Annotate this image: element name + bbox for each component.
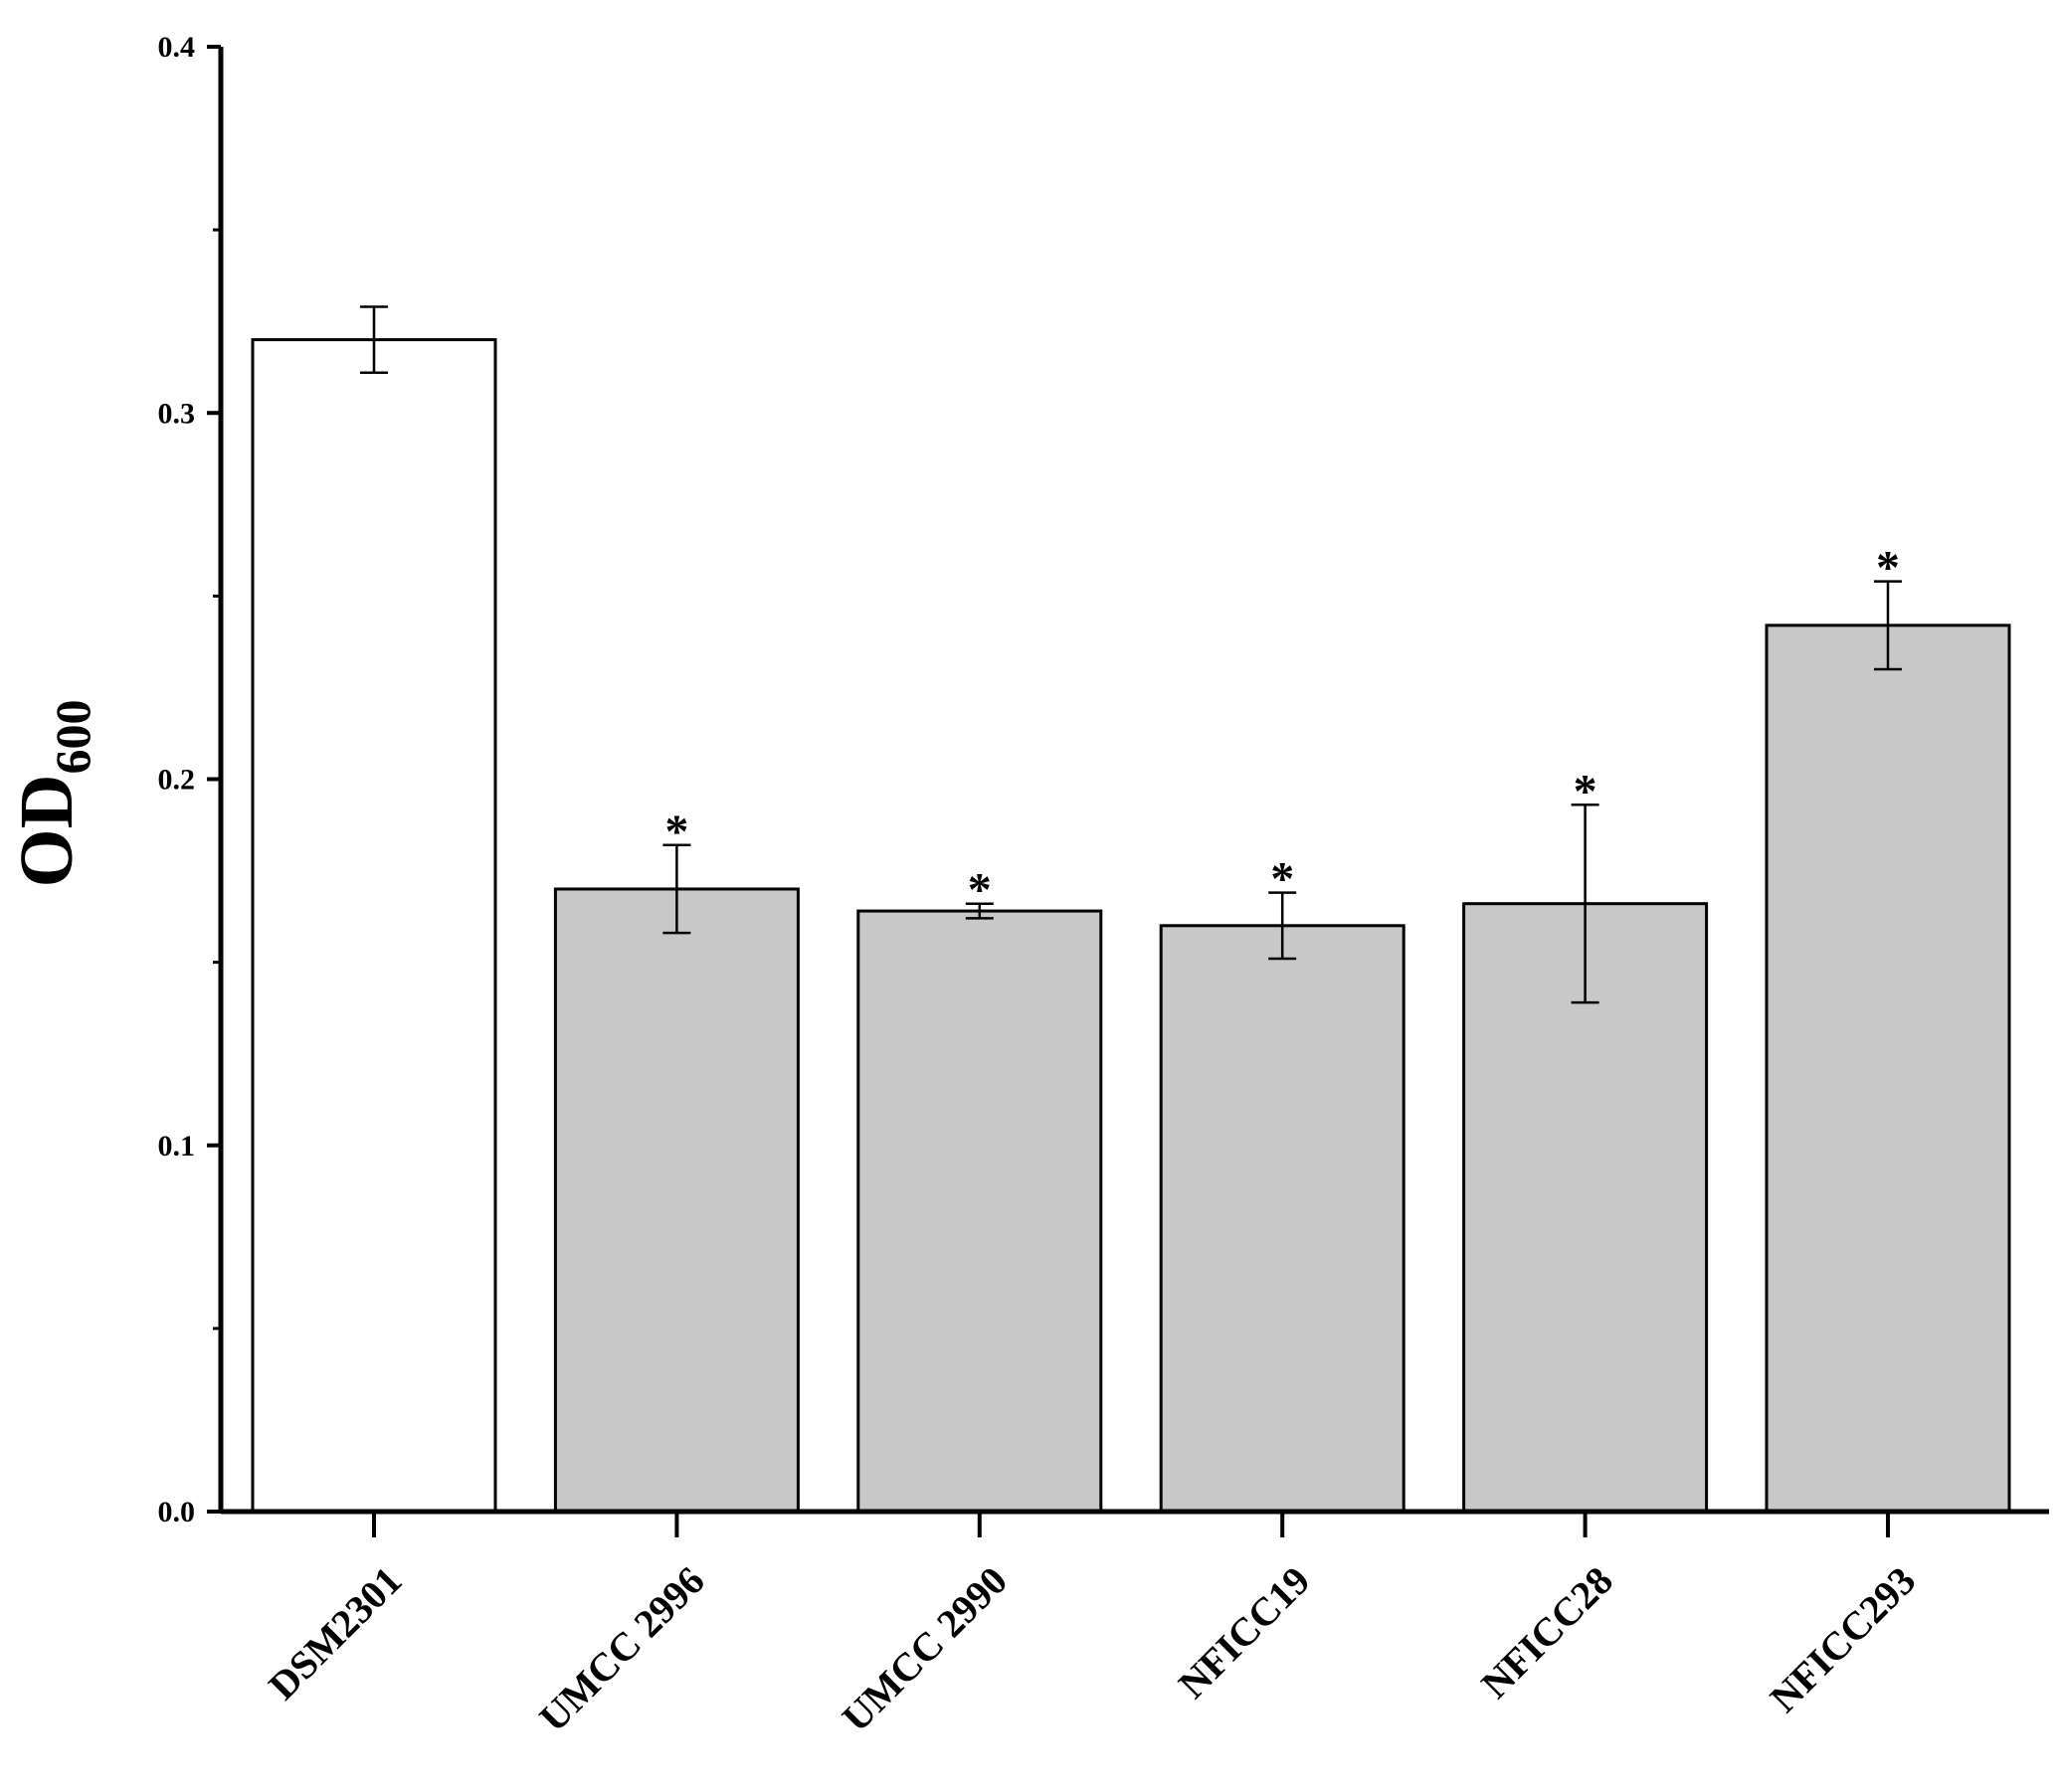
bar — [1462, 902, 1709, 1514]
y-axis-title-main: OD — [5, 775, 89, 888]
bar — [1765, 624, 2011, 1514]
error-bar — [1268, 891, 1297, 961]
y-tick-label: 0.0 — [158, 1496, 196, 1528]
significance-marker: * — [1876, 542, 1900, 595]
x-tick-label: NFICC293 — [1762, 1558, 1925, 1721]
x-tick-label: UMCC 2990 — [834, 1558, 1016, 1740]
x-tick-label: DSM2301 — [260, 1558, 410, 1708]
error-bar — [1874, 580, 1902, 671]
bar — [251, 338, 497, 1514]
x-tick-label: NFICC19 — [1170, 1558, 1319, 1707]
x-tick-label: NFICC28 — [1472, 1558, 1621, 1707]
error-bar — [662, 843, 691, 935]
significance-marker: * — [664, 806, 688, 858]
y-axis-title-subscript: 600 — [45, 700, 100, 775]
y-tick-label: 0.2 — [158, 764, 196, 797]
error-bar — [965, 902, 994, 920]
y-tick-label: 0.3 — [158, 397, 196, 430]
y-axis-title: OD600 — [5, 700, 100, 888]
y-tick-label: 0.4 — [158, 31, 196, 64]
significance-marker: * — [1270, 853, 1294, 906]
error-bar — [360, 305, 388, 374]
bar — [1159, 924, 1405, 1514]
y-tick-label: 0.1 — [158, 1130, 196, 1163]
bars-layer: * * * * * — [251, 305, 2011, 1514]
bar — [856, 909, 1103, 1514]
significance-marker: * — [1574, 765, 1597, 817]
error-bar — [1571, 804, 1599, 1004]
bar — [553, 887, 800, 1514]
x-tick-label: UMCC 2996 — [530, 1558, 712, 1740]
significance-marker: * — [968, 864, 992, 917]
